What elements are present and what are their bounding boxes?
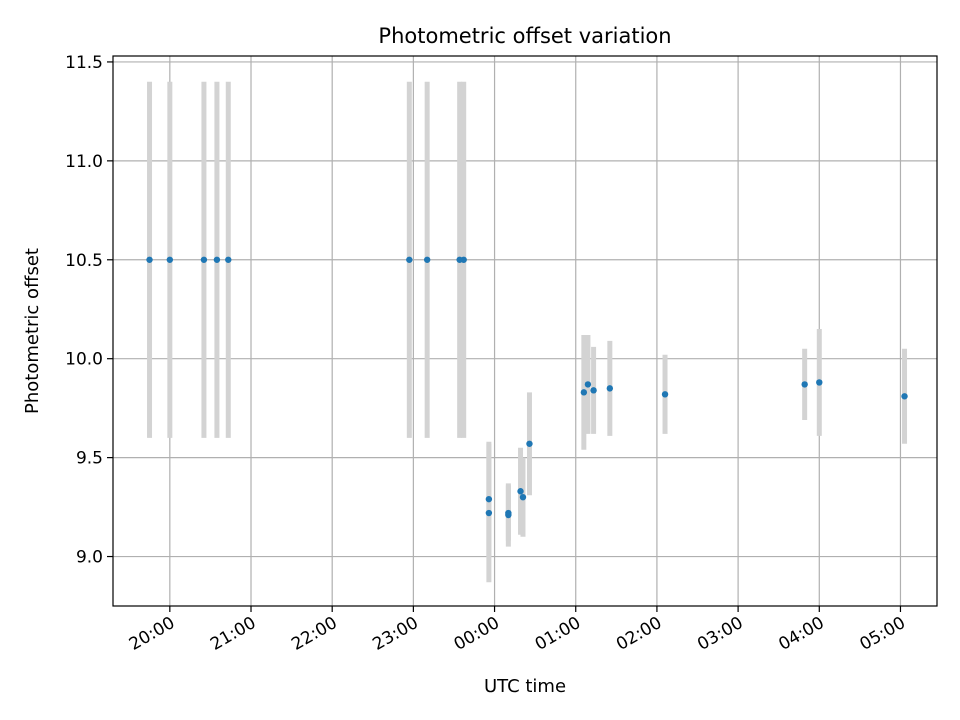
x-tick-label: 20:00 (126, 613, 178, 655)
y-tick-label: 9.5 (76, 449, 103, 469)
x-tick-label: 00:00 (451, 613, 503, 655)
chart-title: Photometric offset variation (378, 24, 671, 48)
data-point (519, 493, 527, 501)
data-point (406, 256, 413, 263)
data-point (505, 511, 512, 519)
y-axis-ticks: 9.0 9.5 10.0 10.5 11.0 11.5 (65, 53, 113, 568)
y-axis-label: Photometric offset (22, 248, 43, 414)
x-tick-label: 01:00 (532, 613, 584, 655)
data-point (801, 381, 808, 388)
plot-frame (112, 55, 938, 607)
y-tick-label: 10.5 (65, 251, 103, 271)
y-tick-label: 11.5 (65, 53, 103, 73)
data-point (460, 256, 467, 263)
data-point (146, 256, 153, 263)
data-point (485, 509, 493, 517)
data-point (213, 256, 221, 263)
data-point (606, 385, 614, 392)
data-point (584, 381, 592, 388)
data-points (146, 256, 908, 519)
x-tick-label: 02:00 (613, 613, 665, 655)
data-point (526, 440, 533, 447)
data-point (816, 379, 823, 386)
data-point (423, 256, 431, 263)
x-tick-label: 05:00 (857, 613, 909, 655)
x-axis-ticks: 20:00 21:00 22:00 23:00 00:00 01:00 02:00 03:00… (126, 606, 909, 655)
x-tick-label: 03:00 (694, 613, 746, 655)
data-point (166, 256, 174, 263)
error-bars (147, 81, 908, 583)
data-point (590, 387, 597, 394)
x-tick-label: 21:00 (207, 613, 259, 655)
data-point (485, 495, 493, 503)
grid (113, 56, 937, 606)
data-point (661, 391, 669, 398)
data-point (580, 389, 588, 396)
y-tick-label: 10.0 (65, 350, 103, 370)
data-point (901, 393, 908, 400)
data-point (225, 256, 232, 263)
y-tick-label: 9.0 (76, 548, 103, 568)
data-point (517, 488, 524, 495)
x-axis-label: UTC time (484, 676, 566, 697)
data-point (200, 256, 208, 263)
x-tick-label: 23:00 (369, 613, 421, 655)
x-tick-label: 22:00 (288, 613, 340, 655)
x-tick-label: 04:00 (775, 613, 827, 655)
y-tick-label: 11.0 (65, 152, 103, 172)
